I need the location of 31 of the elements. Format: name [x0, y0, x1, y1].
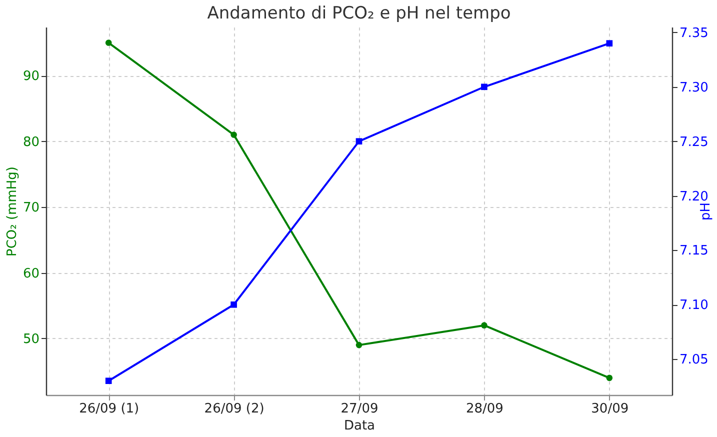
y-tick-label: 70 [22, 200, 40, 216]
y-tick-label: 80 [22, 134, 40, 150]
x-tick-label: 28/09 [466, 402, 504, 416]
point [105, 378, 112, 384]
y2-axis-title: pH [698, 202, 714, 221]
y2-tick-label: 7.35 [680, 26, 708, 41]
point [356, 138, 362, 144]
y2-tick-label: 7.25 [680, 134, 708, 150]
point [481, 84, 488, 90]
y2-tick-label: 7.20 [680, 189, 708, 204]
y-tick-label: 50 [22, 332, 40, 347]
y-tick-label: 60 [22, 266, 40, 282]
point [356, 342, 362, 348]
point [606, 40, 613, 46]
y-axis-title: PCO₂ (mmHg) [4, 166, 20, 256]
point [230, 301, 237, 308]
x-axis-title: Data [344, 418, 376, 434]
point [606, 374, 613, 382]
y2-tick-label: 7.15 [680, 244, 708, 259]
y2-tick-label: 7.05 [680, 352, 708, 368]
x-tick-label: 30/09 [591, 402, 629, 416]
x-tick-label: 26/09 (1) [79, 402, 140, 416]
y-tick-label: 90 [22, 69, 40, 84]
point [105, 40, 112, 46]
y2-tick-label: 7.30 [680, 80, 708, 96]
chart-title: Andamento di PCO₂ e pH nel tempo [207, 3, 511, 24]
x-tick-label: 26/09 (2) [204, 402, 264, 416]
point [481, 322, 488, 328]
x-tick-label: 27/09 [340, 402, 378, 416]
y2-tick-label: 7.10 [680, 298, 708, 314]
point [230, 132, 237, 138]
